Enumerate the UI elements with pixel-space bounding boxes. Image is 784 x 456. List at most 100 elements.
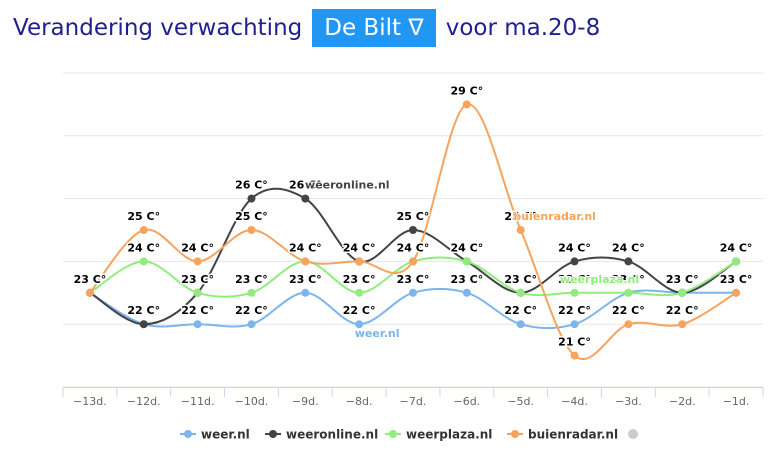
x-tick-label: −2d. <box>669 395 696 408</box>
legend-label[interactable]: weer.nl <box>201 428 250 442</box>
legend-icon <box>511 430 519 438</box>
x-tick-label: −10d. <box>235 395 269 408</box>
title-suffix: voor ma.20-8 <box>445 15 601 41</box>
legend-icon <box>269 430 277 438</box>
data-label: 22 C° <box>558 304 591 317</box>
point <box>516 288 525 297</box>
point <box>570 288 579 297</box>
data-label: 29 C° <box>450 84 483 97</box>
point <box>301 288 310 297</box>
point <box>409 288 417 297</box>
point <box>355 257 364 266</box>
point <box>139 320 148 329</box>
data-label: 25 C° <box>397 210 430 223</box>
data-labels: 22 C° 22 C° 23 C° 22 C° 23 C° 23 C° 22 C° 22 C°… <box>72 83 754 350</box>
point <box>624 320 633 329</box>
point <box>570 257 579 266</box>
point <box>193 320 202 329</box>
point <box>139 257 148 266</box>
data-label: 23 C° <box>181 273 214 286</box>
point <box>732 288 741 297</box>
data-label: 24 C° <box>450 241 483 254</box>
legend-icon <box>184 430 192 438</box>
data-label: 23 C° <box>720 273 753 286</box>
data-label: 21 C° <box>558 336 591 349</box>
point <box>516 226 525 234</box>
series <box>85 100 741 360</box>
legend-icon <box>389 430 397 438</box>
data-label: 25 C° <box>504 210 537 223</box>
data-label: 22 C° <box>343 304 376 317</box>
point <box>409 226 417 234</box>
data-label: 24 C° <box>720 241 753 254</box>
data-label: 23 C° <box>504 273 537 286</box>
data-label: 25 C° <box>127 210 160 223</box>
point <box>409 257 417 266</box>
legend-icon[interactable] <box>628 429 638 439</box>
x-tick-label: −5d. <box>507 395 534 408</box>
point <box>732 257 741 266</box>
x-tick-label: −9d. <box>292 395 319 408</box>
data-label: 23 C° <box>343 273 376 286</box>
data-label: 23 C° <box>666 273 699 286</box>
data-label: 24 C° <box>612 241 645 254</box>
data-label: 24 C° <box>397 241 430 254</box>
x-tick-label: −3d. <box>615 395 642 408</box>
legend-label[interactable]: weeronline.nl <box>286 428 378 442</box>
x-tick-label: −7d. <box>400 395 427 408</box>
point <box>247 320 256 329</box>
data-label: 26 C° <box>235 179 268 192</box>
data-label: 22 C° <box>181 304 214 317</box>
legend-label[interactable]: buienradar.nl <box>528 428 618 442</box>
data-label: 22 C° <box>666 304 699 317</box>
data-label: 23 C° <box>74 273 107 286</box>
x-tick-label: −11d. <box>181 395 215 408</box>
series-name-label: buienradar.nl <box>513 210 596 223</box>
point <box>193 257 202 266</box>
point <box>678 320 687 329</box>
x-tick-label: −6d. <box>453 395 480 408</box>
data-label: 23 C° <box>235 273 268 286</box>
data-label: 23 C° <box>558 273 591 286</box>
data-label: 23 C° <box>612 273 645 286</box>
x-tick-label: −13d. <box>73 395 107 408</box>
data-label: 24 C° <box>343 241 376 254</box>
point <box>570 351 579 360</box>
data-label: 22 C° <box>612 304 645 317</box>
point <box>139 226 148 234</box>
data-label: 22 C° <box>235 304 268 317</box>
series-name-label: weeronline.nl <box>305 179 390 192</box>
series-name-label: weer.nl <box>355 327 400 340</box>
data-label: 24 C° <box>558 241 591 254</box>
point <box>462 288 471 297</box>
point <box>301 257 310 266</box>
legend-label[interactable]: weerplaza.nl <box>406 428 492 442</box>
point <box>516 320 525 329</box>
point <box>570 320 579 329</box>
data-label: 22 C° <box>127 304 160 317</box>
data-label: 24 C° <box>289 241 322 254</box>
x-tick-label: −12d. <box>127 395 161 408</box>
x-tick-label: −4d. <box>561 395 588 408</box>
title: Verandering verwachting <box>13 15 303 41</box>
data-label: 25 C° <box>235 210 268 223</box>
point <box>624 257 633 266</box>
point <box>678 288 687 297</box>
data-label: 23 C° <box>397 273 430 286</box>
x-tick-label: −1d. <box>723 395 750 408</box>
data-label: 24 C° <box>127 241 160 254</box>
point <box>355 288 364 297</box>
location-button[interactable]: De Bilt ∇ <box>312 9 436 47</box>
point <box>247 226 256 234</box>
point <box>85 288 94 297</box>
data-label: 26 C° <box>289 179 322 192</box>
data-label: 22 C° <box>504 304 537 317</box>
point <box>247 288 256 297</box>
point <box>301 194 310 203</box>
point <box>193 288 202 297</box>
data-label: 23 C° <box>450 273 483 286</box>
point <box>462 257 471 266</box>
data-label: 23 C° <box>289 273 322 286</box>
series-name-label: weerplaza.nl <box>560 273 639 286</box>
